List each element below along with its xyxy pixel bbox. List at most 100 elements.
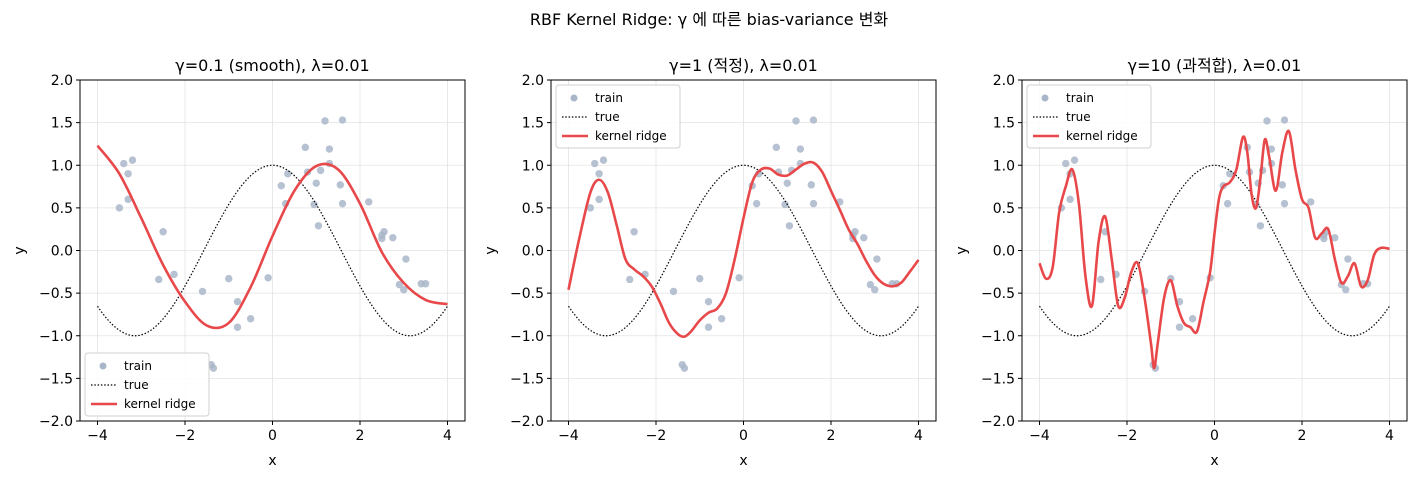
- train-point: [1256, 222, 1265, 230]
- legend-label: true: [595, 110, 620, 124]
- y-tick-label: 1.0: [51, 158, 73, 174]
- train-point: [198, 287, 207, 296]
- legend: train true kernel ridge: [555, 84, 681, 149]
- true-curve: [568, 164, 919, 337]
- legend-label: train: [1066, 91, 1094, 105]
- x-tick-label: 4: [1385, 428, 1394, 444]
- y-tick-label: 1.0: [993, 158, 1015, 174]
- y-tick-label: −1.5: [39, 371, 73, 387]
- train-point: [321, 117, 329, 125]
- x-tick-label: −4: [1029, 428, 1050, 444]
- train-point: [389, 234, 397, 242]
- y-tick-label: −0.5: [510, 286, 544, 302]
- plot-area: [96, 116, 448, 372]
- train-point: [1342, 286, 1350, 294]
- legend-label: kernel ridge: [595, 129, 667, 143]
- train-point: [1097, 275, 1105, 284]
- legend-train-marker: [99, 362, 107, 370]
- legend: train true kernel ridge: [1026, 84, 1152, 149]
- y-tick-label: 2.0: [522, 73, 544, 89]
- train-point: [159, 228, 167, 236]
- train-point: [1280, 116, 1289, 124]
- chart-panel-3: −4 −2 0 2 4 −2.0 −1.5 −1.0 −0.5 0.0 0.5 1.0 1.5 2.0 γ=…: [954, 56, 1408, 469]
- y-tick-label: 2.0: [51, 73, 73, 89]
- train-point: [1223, 199, 1232, 208]
- legend-train-marker: [570, 94, 578, 102]
- x-tick-label: 2: [1298, 428, 1307, 444]
- train-point: [696, 274, 704, 283]
- y-tick-label: 1.5: [51, 116, 73, 132]
- train-point: [809, 116, 818, 124]
- train-point: [669, 287, 678, 296]
- train-point: [1070, 156, 1079, 164]
- train-point: [1307, 198, 1315, 206]
- x-tick-label: 4: [914, 428, 923, 444]
- train-point: [792, 117, 800, 125]
- train-point: [1331, 234, 1339, 242]
- y-axis-label: y: [483, 246, 499, 254]
- train-point: [785, 222, 794, 230]
- kernel-ridge-curve: [96, 144, 448, 330]
- train-point: [338, 199, 347, 208]
- train-point: [1263, 117, 1271, 125]
- kernel-ridge-curve: [567, 160, 920, 339]
- train-point: [752, 199, 761, 208]
- train-point: [781, 200, 789, 209]
- true-curve: [1039, 164, 1390, 337]
- legend-label: true: [124, 378, 149, 392]
- train-point: [400, 286, 408, 294]
- train-point: [124, 170, 132, 178]
- plot-area: [567, 116, 920, 372]
- train-point: [1280, 199, 1289, 208]
- legend-box: [84, 352, 210, 417]
- train-point: [209, 364, 218, 372]
- x-axis-label: x: [739, 453, 747, 469]
- x-tick-label: 4: [443, 428, 452, 444]
- train-point: [866, 280, 875, 289]
- train-point: [809, 199, 818, 208]
- legend-label: train: [124, 359, 152, 373]
- chart-title: γ=0.1 (smooth), λ=0.01: [175, 56, 369, 75]
- train-point: [630, 228, 638, 236]
- train-point: [586, 204, 595, 212]
- train-point: [783, 179, 791, 187]
- y-tick-label: 1.5: [522, 116, 544, 132]
- train-point: [1175, 323, 1184, 331]
- x-tick-label: −4: [558, 428, 579, 444]
- train-point: [338, 116, 347, 124]
- y-tick-label: −2.0: [510, 414, 544, 430]
- kernel-ridge-curve: [1038, 129, 1390, 370]
- y-axis-label: y: [954, 246, 970, 254]
- train-point: [402, 255, 410, 263]
- train-point: [225, 274, 233, 283]
- train-point: [1344, 255, 1352, 263]
- train-point: [591, 159, 599, 168]
- train-point: [1188, 315, 1197, 323]
- train-point: [233, 323, 242, 331]
- y-tick-label: −2.0: [981, 414, 1015, 430]
- x-tick-label: 0: [739, 428, 748, 444]
- train-point: [336, 181, 345, 189]
- train-point: [680, 364, 689, 372]
- y-tick-label: 0.5: [51, 201, 73, 217]
- y-tick-label: 0.5: [993, 201, 1015, 217]
- y-axis-label: y: [12, 246, 28, 254]
- train-point: [1066, 195, 1074, 204]
- train-point: [115, 204, 124, 212]
- train-point: [873, 255, 881, 263]
- y-tick-label: 0.5: [522, 201, 544, 217]
- train-point: [316, 166, 325, 175]
- train-point: [314, 222, 323, 230]
- train-point: [1062, 159, 1070, 168]
- train-point: [860, 234, 868, 242]
- y-tick-label: 0.0: [993, 244, 1015, 260]
- chart-panel-1: −4 −2 0 2 4 −2.0 −1.5 −1.0 −0.5 0.0 0.5 1.0 1.5 2.0 γ=…: [12, 56, 466, 469]
- train-point: [120, 159, 128, 168]
- x-tick-label: 2: [356, 428, 365, 444]
- train-point: [170, 270, 178, 279]
- train-point: [395, 280, 404, 289]
- x-tick-label: −2: [1117, 428, 1138, 444]
- train-point: [595, 170, 603, 178]
- train-point: [717, 315, 726, 323]
- train-point: [704, 323, 713, 331]
